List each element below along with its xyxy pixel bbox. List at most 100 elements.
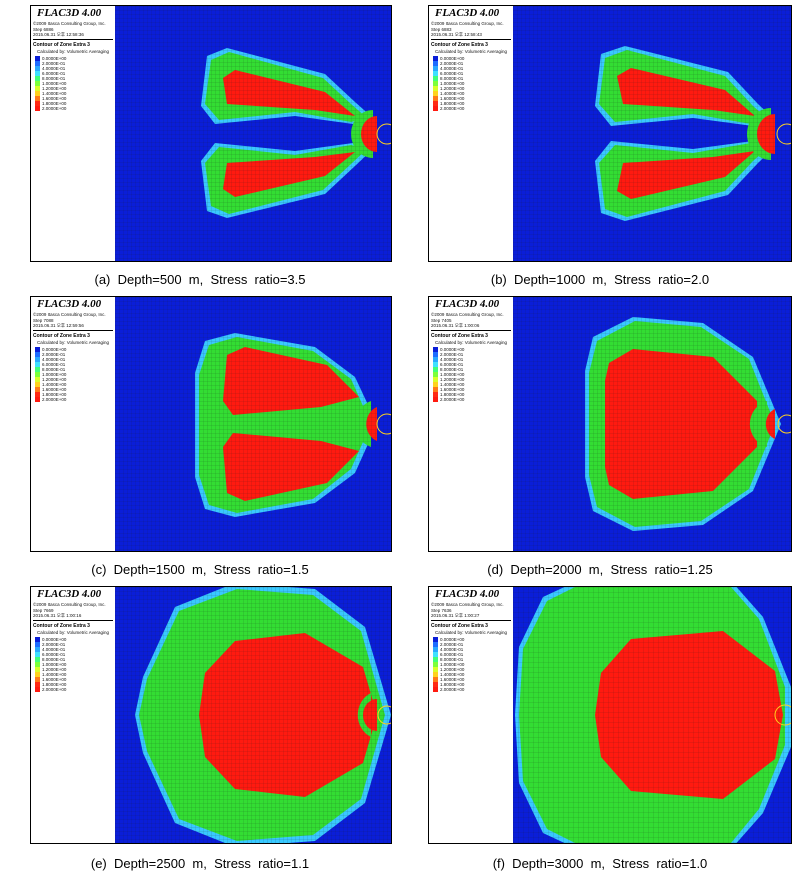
software-title: FLAC3D 4.00 bbox=[435, 7, 500, 19]
caption-c: (c) Depth=1500 m, Stress ratio=1.5 bbox=[91, 562, 309, 577]
legend-row: 0.0000E+00 bbox=[35, 347, 115, 352]
date-text: 2015.06.31 오후 1:00:16 bbox=[33, 613, 82, 618]
legend-row: 1.6000E+00 bbox=[433, 677, 513, 682]
legend-row: 1.2000E+00 bbox=[35, 377, 115, 382]
legend-row: 2.0000E+00 bbox=[433, 106, 513, 111]
legend-row: 4.0000E-01 bbox=[433, 357, 513, 362]
calc-text: Calculated by: Volumetric Averaging bbox=[435, 340, 507, 345]
plot-window-b: FLAC3D 4.00 ©2009 Itasca Consulting Grou… bbox=[428, 5, 792, 262]
legend-row: 8.0000E-01 bbox=[35, 367, 115, 372]
legend-row: 1.2000E+00 bbox=[433, 86, 513, 91]
contour-region-b bbox=[513, 6, 791, 261]
copyright-text: ©2009 Itasca Consulting Group, Inc. bbox=[431, 602, 504, 607]
contour-region-a bbox=[115, 6, 391, 261]
calc-text: Calculated by: Volumetric Averaging bbox=[435, 630, 507, 635]
legend-row: 2.0000E-01 bbox=[433, 61, 513, 66]
legend-row: 1.2000E+00 bbox=[35, 86, 115, 91]
caption-e: (e) Depth=2500 m, Stress ratio=1.1 bbox=[90, 856, 310, 871]
copyright-text: ©2009 Itasca Consulting Group, Inc. bbox=[33, 21, 106, 26]
legend-row: 0.0000E+00 bbox=[35, 56, 115, 61]
software-title: FLAC3D 4.00 bbox=[37, 298, 102, 310]
legend-row: 1.8000E+00 bbox=[35, 392, 115, 397]
legend-row: 1.0000E+00 bbox=[35, 372, 115, 377]
legend-row: 1.6000E+00 bbox=[35, 677, 115, 682]
date-text: 2015.06.31 오후 1:00:27 bbox=[431, 613, 480, 618]
legend-row: 6.0000E-01 bbox=[35, 71, 115, 76]
legend-row: 8.0000E-01 bbox=[433, 76, 513, 81]
software-title: FLAC3D 4.00 bbox=[435, 588, 500, 600]
legend-row: 1.8000E+00 bbox=[35, 682, 115, 687]
legend-row: 2.0000E+00 bbox=[35, 687, 115, 692]
date-text: 2015.06.31 오후 1:00:06 bbox=[431, 323, 480, 328]
legend-row: 1.2000E+00 bbox=[433, 377, 513, 382]
legend-row: 6.0000E-01 bbox=[433, 71, 513, 76]
plot-window-c: FLAC3D 4.00 ©2009 Itasca Consulting Grou… bbox=[30, 296, 392, 552]
caption-d: (d) Depth=2000 m, Stress ratio=1.25 bbox=[487, 562, 713, 577]
legend-row: 1.6000E+00 bbox=[433, 387, 513, 392]
legend-row: 1.6000E+00 bbox=[35, 96, 115, 101]
figure-panel-c: FLAC3D 4.00 ©2009 Itasca Consulting Grou… bbox=[0, 292, 400, 584]
software-title: FLAC3D 4.00 bbox=[37, 588, 102, 600]
legend-row: 2.0000E+00 bbox=[35, 397, 115, 402]
legend-row: 1.4000E+00 bbox=[35, 672, 115, 677]
legend-row: 1.8000E+00 bbox=[433, 392, 513, 397]
legend-pane-f: FLAC3D 4.00 ©2009 Itasca Consulting Grou… bbox=[429, 587, 514, 843]
copyright-text: ©2009 Itasca Consulting Group, Inc. bbox=[431, 21, 504, 26]
calc-text: Calculated by: Volumetric Averaging bbox=[435, 49, 507, 54]
copyright-text: ©2009 Itasca Consulting Group, Inc. bbox=[33, 602, 106, 607]
legend-row: 8.0000E-01 bbox=[433, 367, 513, 372]
legend-row: 2.0000E+00 bbox=[35, 106, 115, 111]
legend-row: 2.0000E-01 bbox=[433, 352, 513, 357]
legend-row: 1.0000E+00 bbox=[433, 372, 513, 377]
caption-a: (a) Depth=500 m, Stress ratio=3.5 bbox=[94, 272, 306, 287]
step-text: Step 7669 bbox=[33, 608, 54, 613]
plot-window-d: FLAC3D 4.00 ©2009 Itasca Consulting Grou… bbox=[428, 296, 792, 552]
legend-row: 0.0000E+00 bbox=[433, 637, 513, 642]
legend-row: 1.0000E+00 bbox=[433, 81, 513, 86]
contour-title: Contour of Zone Extra 3 bbox=[33, 333, 90, 339]
legend-row: 1.4000E+00 bbox=[35, 382, 115, 387]
legend-row: 1.2000E+00 bbox=[433, 667, 513, 672]
legend-row: 1.0000E+00 bbox=[35, 81, 115, 86]
legend-row: 4.0000E-01 bbox=[433, 66, 513, 71]
contour-title: Contour of Zone Extra 3 bbox=[431, 42, 488, 48]
figure-panel-f: FLAC3D 4.00 ©2009 Itasca Consulting Grou… bbox=[400, 584, 800, 878]
contour-title: Contour of Zone Extra 3 bbox=[431, 333, 488, 339]
plot-window-e: FLAC3D 4.00 ©2009 Itasca Consulting Grou… bbox=[30, 586, 392, 844]
calc-text: Calculated by: Volumetric Averaging bbox=[37, 49, 109, 54]
contour-title: Contour of Zone Extra 3 bbox=[33, 623, 90, 629]
legend-row: 1.8000E+00 bbox=[35, 101, 115, 106]
legend-pane-d: FLAC3D 4.00 ©2009 Itasca Consulting Grou… bbox=[429, 297, 514, 551]
legend-row: 4.0000E-01 bbox=[35, 357, 115, 362]
date-text: 2015.06.31 오후 12:59:56 bbox=[33, 323, 84, 328]
copyright-text: ©2009 Itasca Consulting Group, Inc. bbox=[431, 312, 504, 317]
legend-row: 1.4000E+00 bbox=[35, 91, 115, 96]
legend-row: 1.4000E+00 bbox=[433, 672, 513, 677]
legend-row: 2.0000E-01 bbox=[433, 642, 513, 647]
legend-row: 6.0000E-01 bbox=[433, 652, 513, 657]
step-text: Step 7636 bbox=[431, 608, 452, 613]
legend-row: 1.0000E+00 bbox=[433, 662, 513, 667]
legend-row: 1.0000E+00 bbox=[35, 662, 115, 667]
step-text: Step 6886 bbox=[33, 27, 54, 32]
legend-row: 1.6000E+00 bbox=[433, 96, 513, 101]
legend-row: 2.0000E+00 bbox=[433, 687, 513, 692]
date-text: 2015.06.31 오후 12:58:36 bbox=[33, 32, 84, 37]
figure-panel-e: FLAC3D 4.00 ©2009 Itasca Consulting Grou… bbox=[0, 584, 400, 878]
figure-panel-d: FLAC3D 4.00 ©2009 Itasca Consulting Grou… bbox=[400, 292, 800, 584]
calc-text: Calculated by: Volumetric Averaging bbox=[37, 340, 109, 345]
figure-panel-a: FLAC3D 4.00 ©2009 Itasca Consulting Grou… bbox=[0, 0, 400, 295]
legend-row: 6.0000E-01 bbox=[35, 362, 115, 367]
contour-region-f bbox=[513, 587, 791, 843]
step-text: Step 6883 bbox=[431, 27, 452, 32]
plot-window-f: FLAC3D 4.00 ©2009 Itasca Consulting Grou… bbox=[428, 586, 792, 844]
legend-row: 1.6000E+00 bbox=[35, 387, 115, 392]
legend-row: 1.8000E+00 bbox=[433, 682, 513, 687]
contour-title: Contour of Zone Extra 3 bbox=[33, 42, 90, 48]
legend-pane-e: FLAC3D 4.00 ©2009 Itasca Consulting Grou… bbox=[31, 587, 116, 843]
contour-region-c bbox=[115, 297, 391, 551]
legend-row: 8.0000E-01 bbox=[35, 657, 115, 662]
legend-pane-b: FLAC3D 4.00 ©2009 Itasca Consulting Grou… bbox=[429, 6, 514, 261]
caption-b: (b) Depth=1000 m, Stress ratio=2.0 bbox=[490, 272, 710, 287]
contour-region-d bbox=[513, 297, 791, 551]
